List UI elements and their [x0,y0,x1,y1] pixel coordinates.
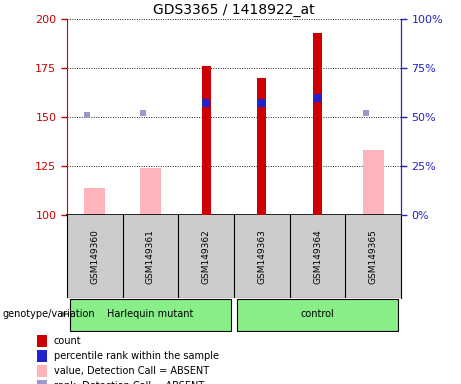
Bar [70,299,231,331]
Text: GSM149363: GSM149363 [257,229,266,284]
Text: value, Detection Call = ABSENT: value, Detection Call = ABSENT [54,366,209,376]
Text: rank, Detection Call = ABSENT: rank, Detection Call = ABSENT [54,381,204,384]
Bar [37,380,47,384]
Bar [257,78,266,215]
Text: genotype/variation: genotype/variation [2,309,95,319]
Bar [237,299,398,331]
Text: GSM149360: GSM149360 [90,229,99,284]
Bar [37,365,47,377]
Bar [140,168,161,215]
Title: GDS3365 / 1418922_at: GDS3365 / 1418922_at [153,3,315,17]
Bar [37,335,47,347]
Text: Harlequin mutant: Harlequin mutant [107,309,194,319]
Text: GSM149362: GSM149362 [201,229,211,284]
Text: GSM149361: GSM149361 [146,229,155,284]
Text: GSM149365: GSM149365 [369,229,378,284]
Text: count: count [54,336,82,346]
Bar [84,188,105,215]
Text: control: control [301,309,334,319]
Bar [37,350,47,362]
Bar [313,33,322,215]
Text: GSM149364: GSM149364 [313,229,322,284]
Text: percentile rank within the sample: percentile rank within the sample [54,351,219,361]
Bar [201,66,211,215]
Bar [363,151,384,215]
